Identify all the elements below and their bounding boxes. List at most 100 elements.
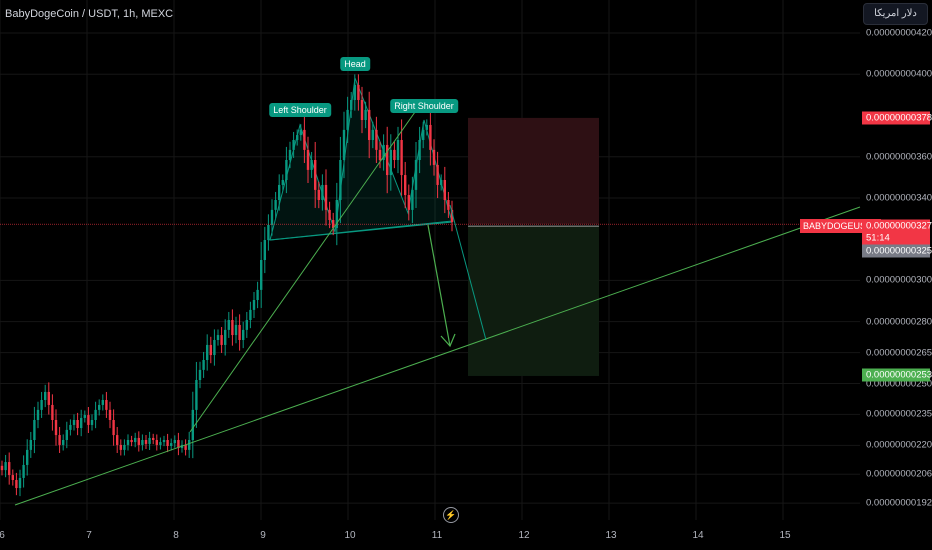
candle-body [213,340,216,356]
trend-line [14,206,861,506]
candle-body [252,300,256,310]
time-tick: 14 [692,530,704,541]
candle-body [371,129,374,140]
candle-body [407,195,410,210]
arrow-head-icon [440,333,456,348]
candle-body [429,124,432,150]
candle-body [389,149,392,176]
candle-body [227,320,230,330]
candle-body [152,437,155,440]
left-shoulder-label[interactable]: Left Shoulder [269,103,331,117]
candle-body [11,475,14,480]
rising-line [189,111,416,433]
candle-body [447,200,450,210]
price-tick: 0.0000000034000 [866,192,932,204]
price-tick: 0.0000000030000 [866,274,932,286]
candle-body [15,480,18,489]
candle-body [116,435,119,445]
candle-body [443,180,446,200]
candle-body [0,465,4,471]
candle-body [184,444,187,450]
price-tick: 0.0000000036000 [866,151,932,163]
stop-price-label: 0.0000000025365 [862,368,932,382]
time-tick: 10 [344,530,356,541]
currency-button[interactable]: دلار امریکا [863,3,928,25]
candle-body [353,84,356,100]
candle-body [335,200,338,229]
candle-body [191,409,194,440]
candle-body [245,320,248,330]
candle-body [357,84,360,100]
candle-body [137,437,140,445]
candle-body [44,391,47,400]
candle-body [440,180,443,185]
candle-body [396,140,400,160]
time-tick: 15 [779,530,791,541]
candle-body [202,360,205,370]
symbol-label: BABYDOGEUSDT [800,219,882,233]
candle-body [299,129,302,136]
head-label[interactable]: Head [340,57,370,71]
candle-body [76,420,79,429]
candle-body [234,324,238,336]
candle-body [260,260,263,290]
price-tick: 0.0000000023500 [866,408,932,420]
candle-body [256,289,259,300]
candle-body [166,440,169,446]
candle-body [26,449,29,465]
candle-body [72,420,76,425]
lightning-icon[interactable]: ⚡ [443,507,459,523]
candle-body [324,184,328,210]
time-tick: 12 [518,530,530,541]
price-tick: 0.0000000022000 [866,439,932,451]
price-tick: 0.0000000040000 [866,68,932,80]
candle-body [317,189,320,200]
candle-body [65,429,68,440]
candle-body [432,149,436,165]
candle-body [51,404,54,420]
candle-body [195,380,198,410]
candle-body [98,404,101,410]
candle-body [382,144,385,160]
candle-body [18,477,22,489]
price-tick: 0.0000000020600 [866,468,932,480]
candle-body [141,440,144,445]
candle-body [173,440,176,444]
candle-body [94,409,97,420]
candle-body [267,224,270,240]
candle-body [8,462,11,476]
candle-body [159,442,162,445]
candle-body [90,420,94,425]
candle-body [414,160,418,190]
candle-body [360,100,364,120]
candle-body [332,220,335,229]
candle-body [296,135,299,140]
candle-body [54,420,58,436]
candle-body [162,440,166,443]
candle-body [314,160,317,190]
time-tick: 9 [260,530,266,541]
right-shoulder-label[interactable]: Right Shoulder [390,99,458,113]
candle-body [339,160,342,200]
candle-body [303,129,306,150]
candle-body [22,464,25,478]
candle-body [278,184,281,200]
price-tick: 0.0000000025000 [866,378,932,389]
price-tick: 0.0000000042000 [866,27,932,39]
time-tick: 13 [605,530,617,541]
candle-body [342,129,346,160]
candle-body [238,324,241,340]
candle-body [393,149,396,160]
loss-zone [468,117,599,225]
down-arrow-shaft [427,224,451,347]
last-price-label: 0.0000000032725 [862,219,932,233]
candle-body [375,129,378,150]
chart-title: BabyDogeCoin / USDT, 1h, MEXC [5,8,174,20]
candle-body [285,160,288,180]
price-tick: 0.0000000028000 [866,316,932,328]
candle-body [220,335,223,345]
target-price-label: 0.0000000037882 [862,111,932,125]
candle-body [144,440,148,444]
candle-body [4,462,7,471]
